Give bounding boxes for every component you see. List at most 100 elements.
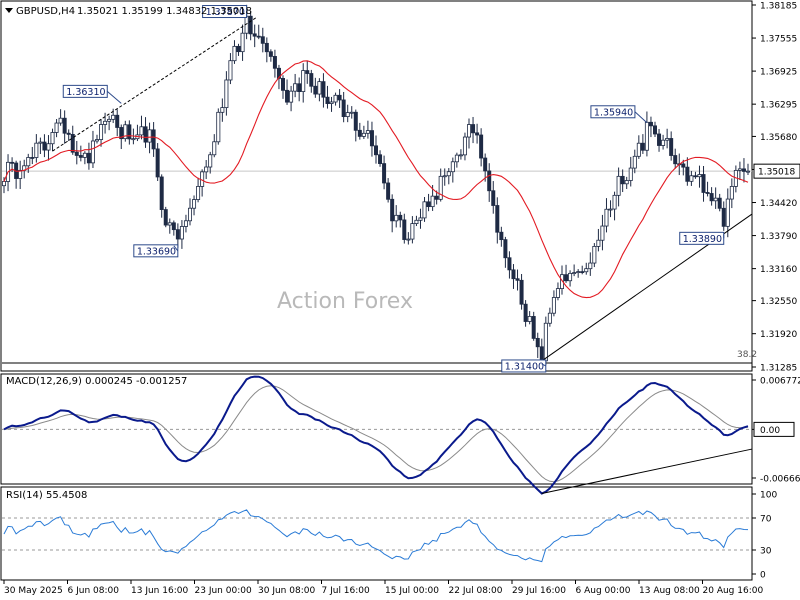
candle xyxy=(620,175,625,185)
candle xyxy=(163,209,168,226)
candle xyxy=(535,337,540,348)
candle xyxy=(216,111,221,143)
candle xyxy=(123,124,128,140)
candle xyxy=(717,197,722,209)
candle xyxy=(378,154,383,164)
candle xyxy=(701,174,706,193)
candle xyxy=(187,207,192,222)
price-label-1-33690: 1.33690 xyxy=(137,246,176,257)
macd-label: MACD(12,26,9) 0.000245 -0.001257 xyxy=(6,376,187,387)
price-label-1-36310: 1.36310 xyxy=(66,87,105,98)
candle xyxy=(628,167,633,181)
time-tick-label: 20 Aug 16:00 xyxy=(703,586,764,596)
candle xyxy=(252,33,257,37)
candle xyxy=(414,219,419,225)
candle xyxy=(539,346,544,362)
candle xyxy=(588,262,593,270)
last-price-tag xyxy=(753,163,800,179)
candle xyxy=(103,120,108,125)
candle xyxy=(285,89,290,103)
candle xyxy=(107,118,112,122)
candle xyxy=(653,125,658,135)
candle xyxy=(272,56,277,69)
candle xyxy=(624,180,629,185)
candle xyxy=(111,114,116,120)
candle xyxy=(74,151,79,156)
candle xyxy=(34,142,39,158)
rsi-tick-label: 30 xyxy=(760,547,772,557)
candle xyxy=(725,198,730,227)
candle xyxy=(458,154,463,157)
candle xyxy=(289,90,294,103)
price-tick-label: 1.34420 xyxy=(760,199,797,209)
candle xyxy=(661,139,666,146)
candle xyxy=(475,132,480,136)
candle xyxy=(608,208,613,211)
candle xyxy=(167,222,172,226)
candle xyxy=(462,136,467,156)
price-tick-label: 1.31285 xyxy=(760,364,797,374)
price-tick-label: 1.31920 xyxy=(760,330,797,340)
candle xyxy=(131,138,136,141)
candle xyxy=(685,166,690,182)
candle xyxy=(644,121,649,151)
candle xyxy=(600,225,605,241)
time-tick-label: 29 Jul 16:00 xyxy=(512,586,566,596)
macd-value-label: 0.00 xyxy=(760,426,780,436)
candle xyxy=(547,312,552,324)
candle xyxy=(26,157,31,167)
candle xyxy=(357,129,362,137)
candle xyxy=(82,152,87,158)
candle xyxy=(58,117,63,124)
chevron-down-icon[interactable] xyxy=(5,8,13,13)
candle xyxy=(483,157,488,172)
candle xyxy=(402,219,407,240)
rsi-panel xyxy=(0,486,753,581)
candle xyxy=(648,121,653,127)
candle xyxy=(325,96,330,104)
candle xyxy=(446,171,451,177)
candle xyxy=(616,175,621,196)
time-tick-label: 7 Jul 16:00 xyxy=(322,586,371,596)
price-label-leader xyxy=(106,90,122,104)
candle xyxy=(551,297,556,314)
candle xyxy=(466,124,471,138)
candle xyxy=(406,238,411,241)
candle xyxy=(260,36,265,44)
candle xyxy=(398,214,403,221)
candle xyxy=(2,181,7,187)
rsi-path xyxy=(3,509,749,563)
candle xyxy=(511,269,516,280)
candle xyxy=(560,274,565,289)
candle xyxy=(390,198,395,222)
price-label-1-31400: 1.31400 xyxy=(505,361,544,372)
candle xyxy=(495,205,500,233)
candle xyxy=(86,152,91,164)
time-tick-label: 30 May 2025 xyxy=(4,586,63,596)
candle xyxy=(248,15,253,35)
rsi-tick-label: 100 xyxy=(760,491,777,501)
candle xyxy=(442,175,447,178)
candle xyxy=(713,197,718,202)
candle xyxy=(349,111,354,114)
price-label-leader xyxy=(541,363,547,367)
candle xyxy=(341,99,346,118)
last-price-label: 1.35018 xyxy=(758,168,795,178)
candle xyxy=(171,222,176,231)
candle xyxy=(228,60,233,81)
candle xyxy=(147,129,152,143)
candle xyxy=(426,201,431,208)
candle xyxy=(386,182,391,200)
time-tick-label: 15 Jul 00:00 xyxy=(385,586,439,596)
price-label-leader xyxy=(634,111,648,124)
candle xyxy=(737,168,742,171)
candle xyxy=(256,35,261,38)
candle xyxy=(568,272,573,282)
macd-value-tag xyxy=(753,421,795,437)
rsi-label: RSI(14) 55.4508 xyxy=(6,490,87,501)
rsi-line xyxy=(2,509,752,563)
candle xyxy=(313,85,318,95)
candle xyxy=(301,70,306,92)
candle xyxy=(139,126,144,136)
candle xyxy=(592,246,597,264)
